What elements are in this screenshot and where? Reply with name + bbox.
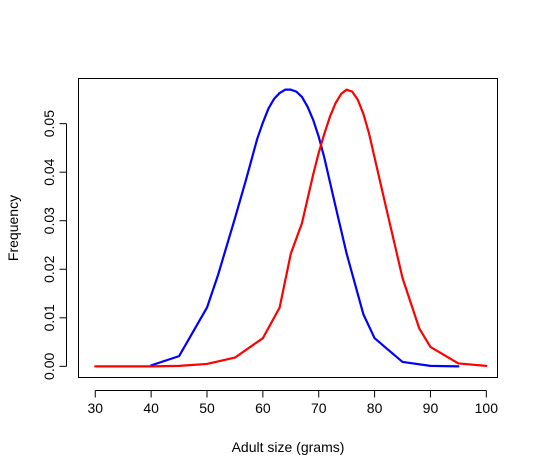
y-tick-label-0: 0.00 <box>41 353 57 380</box>
x-tick-label-60: 60 <box>255 400 271 416</box>
x-tick-label-80: 80 <box>367 400 383 416</box>
series-layer <box>94 88 488 368</box>
y-tick-label-2: 0.02 <box>41 255 57 282</box>
y-axis-title: Frequency <box>5 195 21 261</box>
x-tick-label-40: 40 <box>143 400 159 416</box>
x-tick-label-50: 50 <box>199 400 215 416</box>
x-tick-label-90: 90 <box>423 400 439 416</box>
y-tick-label-1: 0.01 <box>41 304 57 331</box>
x-tick-label-100: 100 <box>475 400 499 416</box>
y-tick-label-3: 0.03 <box>41 207 57 234</box>
x-tick-label-70: 70 <box>311 400 327 416</box>
x-tick-label-30: 30 <box>87 400 103 416</box>
y-axis: 0.00 0.01 0.02 0.03 0.04 0.05 <box>41 110 67 380</box>
series-line-1 <box>150 88 460 368</box>
x-axis-title: Adult size (grams) <box>232 439 345 455</box>
y-tick-label-5: 0.05 <box>41 110 57 137</box>
x-axis: 30 40 50 60 70 80 90 100 <box>87 390 499 416</box>
series-line-2 <box>94 88 488 368</box>
plot-frame <box>78 78 498 378</box>
y-tick-label-4: 0.04 <box>41 158 57 185</box>
